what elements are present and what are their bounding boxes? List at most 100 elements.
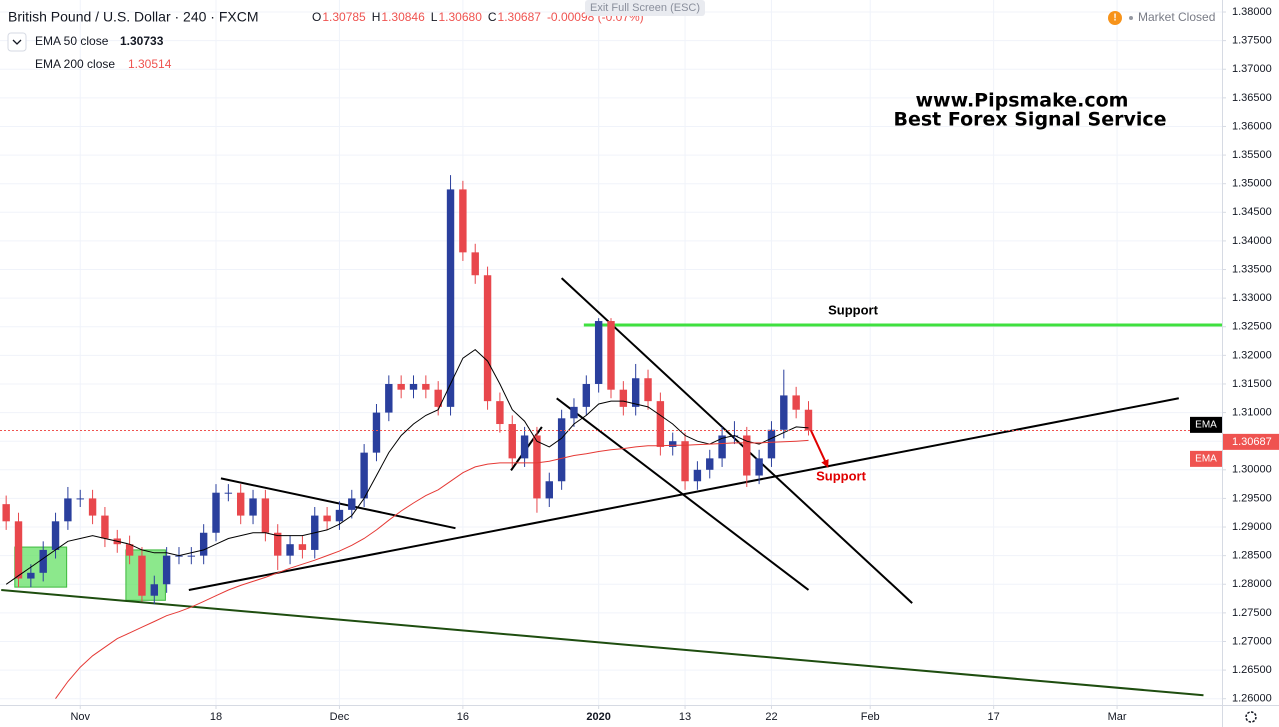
trend-line [560, 277, 913, 604]
candle-body [656, 401, 665, 447]
candle-body [64, 498, 72, 522]
candle-body [631, 378, 640, 407]
ema-tag: EMA [1195, 454, 1217, 465]
y-tick-label: 1.30000 [1232, 464, 1272, 476]
y-tick-label: 1.31500 [1232, 378, 1272, 390]
ohlc-value: 1.30785 [322, 10, 366, 24]
y-tick-label: 1.32000 [1232, 349, 1272, 361]
candle-body [150, 584, 158, 596]
y-tick-label: 1.27000 [1232, 635, 1272, 647]
candle-body [101, 515, 109, 539]
y-tick-label: 1.28000 [1232, 578, 1272, 590]
candle-body [286, 544, 294, 556]
legend-toggle-icon[interactable] [12, 39, 22, 45]
candle-body [2, 504, 10, 522]
candle-body [557, 418, 566, 482]
y-tick-label: 1.34000 [1232, 235, 1272, 247]
y-tick-label: 1.26500 [1232, 664, 1272, 676]
ohlc-value: 1.30687 [498, 10, 542, 24]
x-tick-label: Dec [330, 711, 350, 723]
candle-body [792, 395, 800, 410]
candle-body [274, 532, 282, 556]
candle-body [607, 321, 615, 390]
candle-body [644, 378, 652, 402]
candle-body [508, 424, 516, 459]
ema-tag-bg [1190, 450, 1222, 467]
candle-body [138, 555, 146, 596]
y-tick-label: 1.33500 [1232, 263, 1272, 275]
y-tick-label: 1.29500 [1232, 492, 1272, 504]
candle-body [520, 435, 529, 459]
y-tick-label: 1.32500 [1232, 321, 1272, 333]
candle-body [88, 498, 97, 516]
y-tick-label: 1.29000 [1232, 521, 1272, 533]
y-tick-label: 1.35500 [1232, 149, 1272, 161]
y-tick-label: 1.37000 [1232, 63, 1272, 75]
candle-body [681, 441, 689, 482]
candle-body [39, 549, 47, 573]
candle-body [14, 521, 23, 579]
candle-body [570, 406, 578, 419]
x-tick-label: 22 [765, 711, 777, 723]
y-tick-label: 1.36000 [1232, 120, 1272, 132]
legend-value: 1.30514 [128, 57, 172, 71]
overlay: EMA EMA [0, 416, 1222, 467]
candle-body [471, 252, 479, 276]
candle-body [422, 383, 430, 390]
candle-body [385, 383, 393, 413]
legend-name: EMA 50 close [35, 34, 109, 48]
last-price-badge [1223, 433, 1279, 450]
candle-body [199, 532, 208, 556]
watermark: www.Pipsmake.com [916, 90, 1129, 112]
candle-body [249, 498, 257, 516]
y-tick-label: 1.38000 [1232, 6, 1272, 18]
candle-body [323, 515, 331, 522]
trend-line [556, 397, 810, 591]
exit-fullscreen[interactable] [585, 0, 705, 16]
annotation: Support [828, 302, 878, 317]
candle-body [335, 509, 344, 522]
candle-body [718, 435, 726, 459]
candle-body [409, 383, 418, 390]
legend-toggle[interactable] [7, 32, 27, 52]
candle-body [545, 481, 553, 499]
candle-body [360, 452, 368, 499]
ema-tag: EMA [1195, 420, 1217, 431]
trend-line [1, 588, 1204, 697]
exit-fullscreen-label[interactable]: Exit Full Screen (ESC) [590, 2, 700, 14]
candle-body [619, 389, 628, 407]
status-icon-mark: ! [1113, 13, 1116, 24]
candle-body [298, 544, 307, 550]
y-tick-label: 1.28500 [1232, 550, 1272, 562]
candle-body [804, 409, 813, 431]
ohlc-value: 1.30680 [438, 10, 482, 24]
y-tick-label: 1.27500 [1232, 607, 1272, 619]
candle-body [755, 458, 763, 476]
legend-name: EMA 200 close [35, 57, 115, 71]
ohlc-key: O [312, 10, 321, 24]
y-tick-label: 1.37500 [1232, 35, 1272, 47]
candle-body [582, 383, 591, 407]
candle-body [372, 412, 381, 453]
y-tick-label: 1.35000 [1232, 178, 1272, 190]
candle-body [261, 498, 270, 533]
y-tick-label: 1.26000 [1232, 693, 1272, 705]
candle-body [224, 492, 233, 494]
candle-body [496, 401, 504, 425]
candle-body [706, 458, 714, 470]
candle-body [348, 498, 356, 510]
candles [2, 175, 813, 699]
y-tick-label: 1.33000 [1232, 292, 1272, 304]
candle-body [533, 435, 541, 499]
settings[interactable] [1245, 711, 1257, 723]
candle-body [446, 189, 455, 407]
candle-body [76, 498, 84, 500]
ema-line [5, 348, 809, 585]
candle-body [236, 492, 245, 516]
candle-body [51, 521, 60, 550]
candle-body [767, 429, 776, 459]
symbol: British Pound / U.S. Dollar · 240 · FXCM [8, 9, 259, 25]
x-tick-label: 13 [679, 711, 691, 723]
y-tick-label: 1.36500 [1232, 92, 1272, 104]
